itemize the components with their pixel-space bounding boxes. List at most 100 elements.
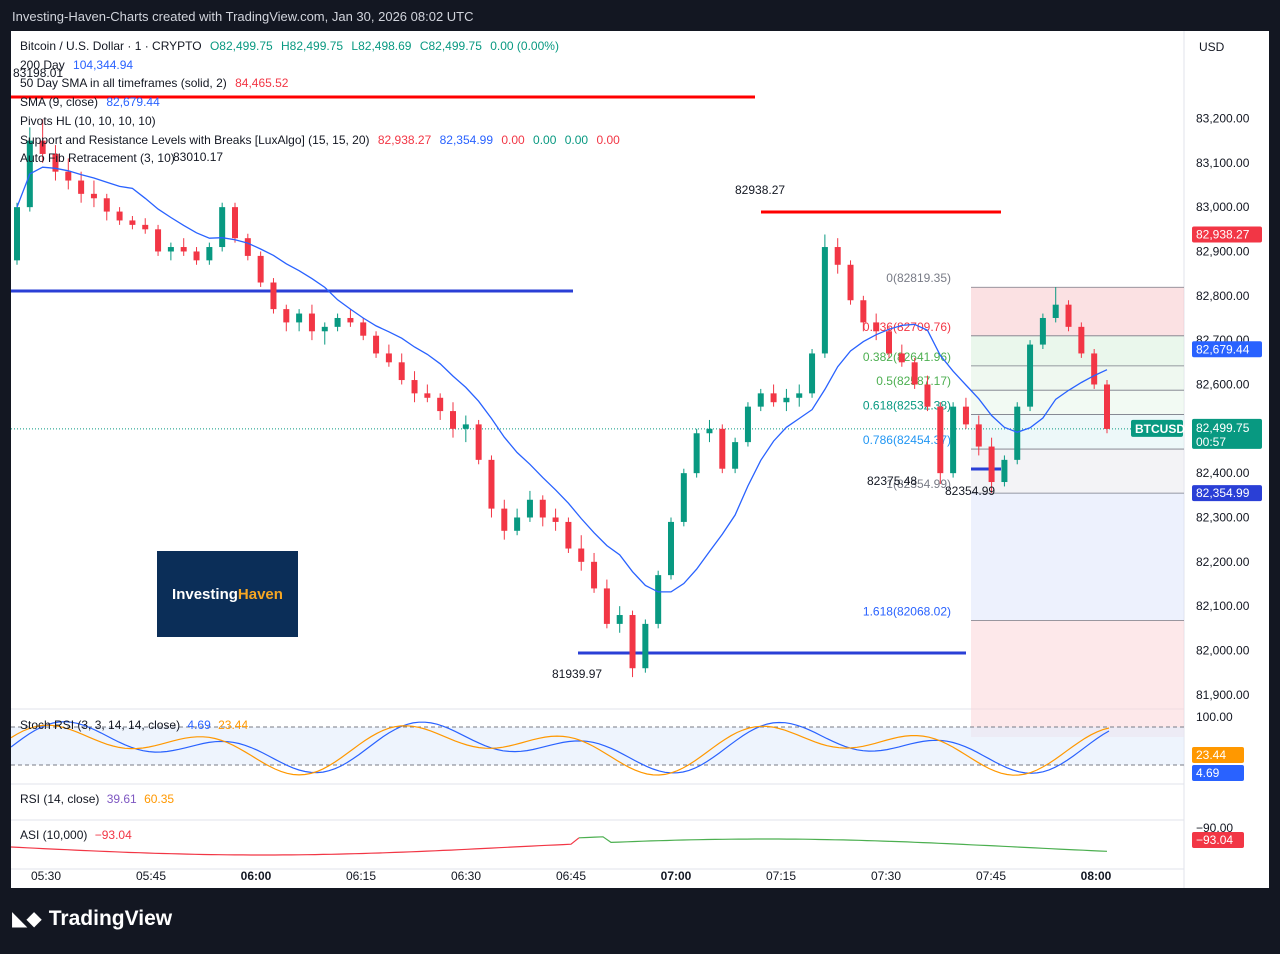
price-tag-countdown: 00:57: [1196, 435, 1226, 449]
price-axis-tick: 82,200.00: [1196, 555, 1250, 569]
price-chart-canvas[interactable]: 0(82819.35)0.236(82709.76)0.382(82641.96…: [11, 31, 1269, 888]
candle-body: [283, 309, 290, 323]
asi-tag-bg: [1192, 832, 1244, 848]
asi-axis-label: −90.00: [1196, 821, 1233, 835]
logo-part-2: Haven: [237, 585, 283, 603]
candle-body: [693, 433, 700, 474]
candle-body: [501, 508, 508, 531]
asi-line-red: [11, 837, 580, 856]
candle-body: [898, 353, 905, 363]
candle-body: [347, 317, 354, 323]
stoch-rsi-legend[interactable]: Stoch RSI (3, 3, 14, 14, close) 4.69 23.…: [20, 718, 248, 732]
asi-line-green: [578, 836, 1108, 852]
candle-body: [578, 548, 585, 562]
candle-body: [911, 362, 918, 385]
indicator-value: 82,679.44: [106, 95, 160, 110]
price-tag-resistance: 82,938.27: [1196, 228, 1250, 242]
candle-body: [719, 428, 726, 469]
candle-body: [680, 473, 687, 522]
indicator-200day[interactable]: 200 Day 104,344.94: [20, 56, 620, 75]
price-axis-tick: 82,000.00: [1196, 643, 1250, 657]
symbol-line[interactable]: Bitcoin / U.S. Dollar · 1 · CRYPTO O82,4…: [20, 37, 620, 56]
candle-body: [565, 521, 572, 549]
stoch-rsi-title: Stoch RSI (3, 3, 14, 14, close): [20, 718, 181, 732]
indicator-value: 0.00: [501, 132, 525, 147]
candle-body: [539, 499, 546, 518]
candle-body: [321, 326, 328, 332]
ohlc-change: 0.00 (0.00%): [490, 39, 559, 53]
candle-body: [642, 623, 649, 669]
rsi-legend[interactable]: RSI (14, close) 39.61 60.35: [20, 792, 174, 806]
fib-level-label: 0.786(82454.37): [863, 433, 951, 447]
time-axis-tick: 07:45: [976, 869, 1006, 883]
candle-body: [257, 255, 264, 283]
candle-body: [1027, 344, 1034, 407]
price-tag-sma: 82,679.44: [1196, 342, 1250, 356]
candle-body: [526, 499, 533, 518]
candle-body: [1052, 304, 1059, 318]
candle-body: [232, 207, 238, 239]
pivot-label: 82375.48: [867, 474, 917, 488]
fib-zone: [971, 365, 1184, 391]
price-axis-tick: 83,200.00: [1196, 111, 1250, 125]
fib-level-label: 0.382(82641.96): [863, 350, 951, 364]
fib-level-label: 1(82354.99): [886, 477, 951, 491]
ohlc-close: C82,499.75: [419, 39, 482, 53]
candle-body: [180, 247, 187, 252]
candle-body: [167, 247, 174, 252]
candle-body: [668, 521, 674, 576]
indicator-sma9[interactable]: SMA (9, close) 82,679.44: [20, 93, 620, 112]
candle-body: [103, 198, 110, 212]
symbol-badge: BTCUSD: [1135, 422, 1185, 436]
time-axis-tick: 07:30: [871, 869, 901, 883]
stoch-band: [11, 727, 1184, 765]
candle-body: [424, 393, 431, 398]
candle-body: [193, 251, 200, 261]
price-axis-tick: 82,100.00: [1196, 599, 1250, 613]
candle-body: [462, 424, 469, 429]
indicator-value: 84,465.52: [235, 76, 289, 91]
tradingview-brand[interactable]: ◣◆ TradingView: [12, 906, 172, 931]
tradingview-brand-text: TradingView: [48, 906, 173, 930]
indicator-name: SMA (9, close): [20, 95, 99, 110]
candle-body: [1091, 353, 1098, 385]
candle-body: [437, 397, 444, 412]
symbol-badge-bg: [1131, 419, 1183, 437]
pivot-label: 82354.99: [945, 484, 995, 498]
candle-body: [1001, 459, 1008, 483]
symbol-name: Bitcoin / U.S. Dollar · 1 · CRYPTO: [20, 39, 202, 53]
price-axis-tick: 82,300.00: [1196, 510, 1250, 524]
candle-body: [937, 406, 944, 474]
candle-body: [950, 406, 957, 474]
candle-body: [962, 406, 969, 425]
stoch-d-line: [11, 724, 1110, 776]
price-axis-tick: 81,900.00: [1196, 688, 1250, 702]
candle-body: [1014, 406, 1021, 460]
time-axis-tick: 08:00: [1081, 869, 1112, 883]
investinghaven-logo: Investing Haven: [157, 551, 298, 637]
chart-frame[interactable]: 0(82819.35) 0.236(82709.76) 0.382(82641.96…: [11, 31, 1269, 888]
indicator-sr-levels[interactable]: Support and Resistance Levels with Break…: [20, 131, 620, 150]
candle-body: [206, 247, 213, 261]
candle-body: [1065, 304, 1072, 327]
asi-title: ASI (10,000): [20, 828, 88, 842]
fib-zone: [971, 390, 1184, 415]
price-axis-tick: 82,600.00: [1196, 377, 1250, 391]
asi-legend[interactable]: ASI (10,000) −93.04: [20, 828, 132, 842]
candle-body: [847, 264, 854, 301]
candle-body: [655, 575, 662, 624]
price-tag-support: 82,354.99: [1196, 486, 1250, 500]
candle-body: [1039, 317, 1046, 345]
candle-body: [475, 424, 482, 460]
asi-tag: −93.04: [1196, 833, 1233, 847]
candle-body: [398, 362, 405, 381]
candle-body: [821, 247, 828, 354]
indicator-50day-sma[interactable]: 50 Day SMA in all timeframes (solid, 2) …: [20, 74, 620, 93]
indicator-fib[interactable]: Auto Fib Retracement (3, 10): [20, 149, 620, 168]
candle-body: [219, 207, 226, 248]
time-axis-tick: 07:15: [766, 869, 796, 883]
stoch-rsi-k-value: 4.69: [187, 718, 211, 732]
indicator-pivots[interactable]: Pivots HL (10, 10, 10, 10): [20, 112, 620, 131]
indicator-value: 0.00: [596, 132, 620, 147]
candle-body: [129, 220, 136, 225]
